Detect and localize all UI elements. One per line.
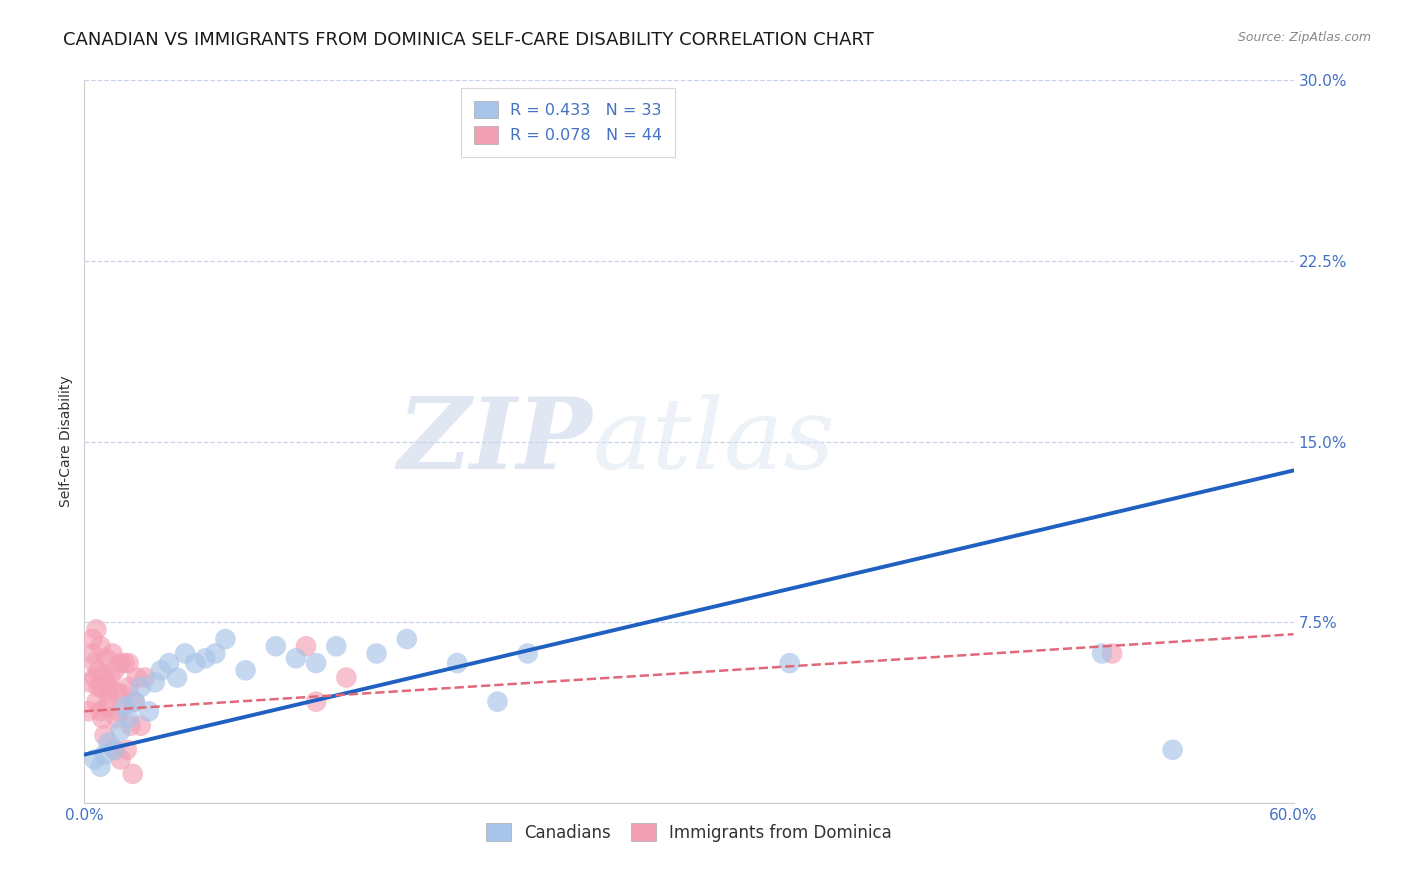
Point [235,664,257,678]
Point [97,680,120,694]
Point [87,664,110,678]
Point [83,752,105,766]
Point [114,699,136,714]
Point [96,699,118,714]
Point [1091,647,1114,661]
Point [104,743,127,757]
Point [111,687,134,701]
Point [325,639,347,653]
Point [166,671,188,685]
Point [118,712,141,726]
Point [83,656,105,670]
Point [91,680,114,694]
Point [97,687,120,701]
Point [335,671,357,685]
Point [184,656,207,670]
Text: CANADIAN VS IMMIGRANTS FROM DOMINICA SELF-CARE DISABILITY CORRELATION CHART: CANADIAN VS IMMIGRANTS FROM DOMINICA SEL… [63,31,875,49]
Point [105,712,128,726]
Point [82,647,104,661]
Point [285,651,308,665]
Point [779,656,801,670]
Point [86,623,108,637]
Point [93,747,115,762]
Point [86,695,108,709]
Point [124,695,146,709]
Point [138,704,160,718]
Point [125,671,148,685]
Point [89,704,111,718]
Point [214,632,236,646]
Point [295,639,318,653]
Y-axis label: Self-Care Disability: Self-Care Disability [59,376,73,508]
Point [91,712,114,726]
Text: atlas: atlas [592,394,835,489]
Point [83,671,105,685]
Point [79,675,101,690]
Point [121,767,143,781]
Point [100,671,122,685]
Point [104,743,127,757]
Point [110,656,132,670]
Point [366,647,388,661]
Point [89,760,111,774]
Point [87,680,110,694]
Point [96,651,118,665]
Point [395,632,418,646]
Point [204,647,226,661]
Point [110,723,132,738]
Point [82,632,104,646]
Point [93,671,115,685]
Point [134,671,156,685]
Point [143,675,166,690]
Point [118,656,141,670]
Text: ZIP: ZIP [398,393,592,490]
Point [105,685,128,699]
Point [1161,743,1184,757]
Point [157,656,180,670]
Point [115,743,138,757]
Point [486,695,509,709]
Point [77,704,100,718]
Point [118,680,141,694]
Point [1101,647,1123,661]
Point [120,719,142,733]
Point [264,639,287,653]
Point [305,695,328,709]
Point [124,695,146,709]
Legend: Canadians, Immigrants from Dominica: Canadians, Immigrants from Dominica [479,817,898,848]
Point [89,639,111,653]
Point [194,651,217,665]
Text: Source: ZipAtlas.com: Source: ZipAtlas.com [1237,31,1371,45]
Point [305,656,328,670]
Point [174,647,197,661]
Point [107,704,129,718]
Point [93,728,115,742]
Point [129,680,152,694]
Point [149,664,172,678]
Point [101,647,124,661]
Point [446,656,468,670]
Point [129,719,152,733]
Point [110,752,132,766]
Point [104,664,127,678]
Point [97,735,120,749]
Point [516,647,538,661]
Point [114,656,136,670]
